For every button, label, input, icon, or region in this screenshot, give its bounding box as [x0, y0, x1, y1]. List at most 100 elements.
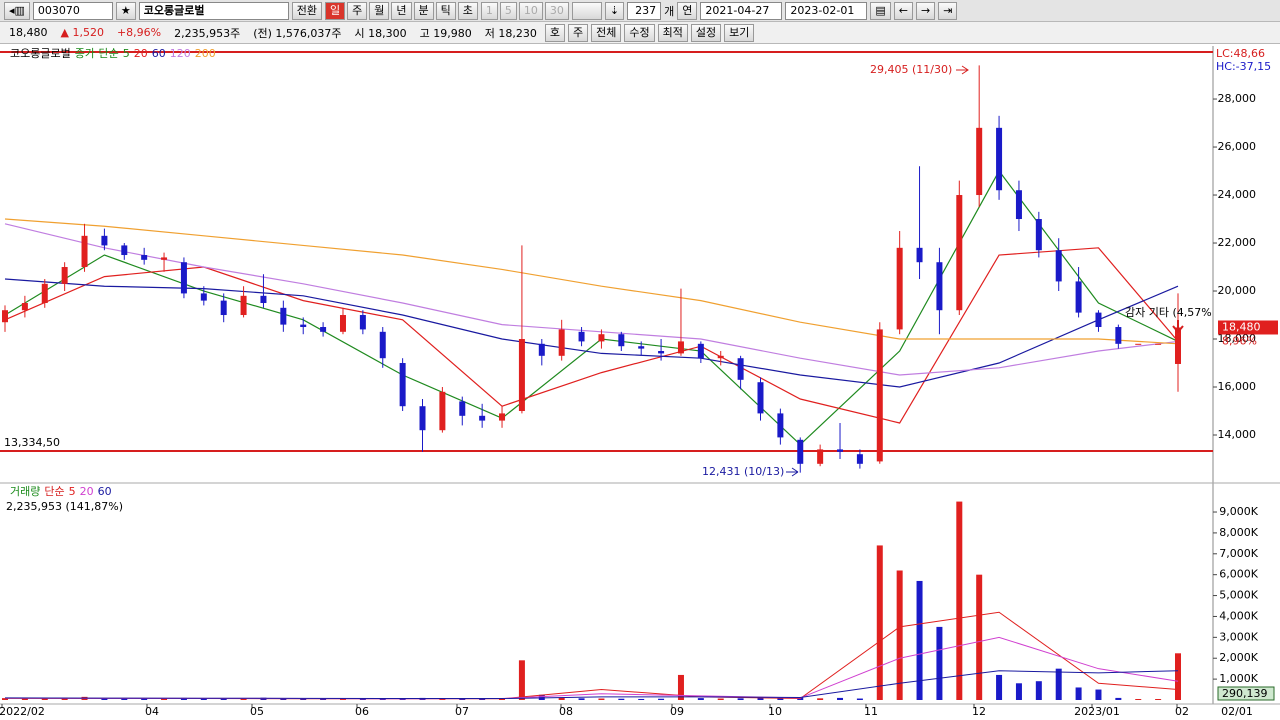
next-button[interactable]: →	[916, 1, 936, 20]
legend-entry: 20	[80, 485, 94, 498]
volume-bar	[320, 698, 327, 700]
volume-bar	[1135, 699, 1142, 700]
candle-body	[121, 245, 128, 256]
low-arrow	[786, 467, 799, 477]
candle-body	[1095, 312, 1102, 328]
y-tick-label: 26,000	[1218, 140, 1257, 153]
tool-button[interactable]: 수정	[624, 23, 655, 42]
y-tick-label: 9,000K	[1219, 505, 1258, 518]
minute-button[interactable]: 30	[544, 1, 569, 20]
last-volume-box	[1217, 686, 1275, 701]
prev-button[interactable]: ←	[893, 1, 914, 20]
tool-button[interactable]: 전체	[591, 23, 622, 42]
volume-bar	[876, 545, 883, 700]
candle-body	[101, 235, 108, 246]
year-button[interactable]: 연	[677, 1, 698, 20]
candle-body	[1075, 281, 1082, 313]
tool-button[interactable]: 설정	[690, 23, 722, 42]
favorite-button[interactable]: ★	[115, 1, 136, 20]
minute-button[interactable]: 1	[480, 1, 498, 20]
candle-body	[459, 401, 466, 416]
tool-button[interactable]: 호	[544, 23, 565, 42]
y-tick-label: 28,000	[1218, 92, 1257, 105]
candle-body	[81, 235, 88, 268]
candle-body	[2, 310, 8, 323]
low: 저 18,230	[484, 26, 537, 40]
volume-bar	[459, 698, 466, 700]
stock-name: 코오롱글로벌	[138, 1, 289, 20]
candle-body	[638, 346, 645, 349]
candle-body	[677, 341, 684, 354]
period-button[interactable]: 분	[413, 1, 434, 20]
candle-body	[837, 449, 844, 452]
volume-bar	[1055, 668, 1062, 700]
period-button[interactable]: 월	[369, 1, 390, 20]
y-tick-label: 4,000K	[1219, 609, 1258, 622]
legend-entry: 200	[195, 47, 216, 60]
tool-button[interactable]: 보기	[724, 23, 755, 42]
volume-bar	[717, 698, 724, 700]
candle-body	[1015, 190, 1022, 220]
end-button[interactable]: ⇥	[938, 1, 958, 20]
period-button[interactable]: 주	[347, 1, 368, 20]
volume-bar	[161, 698, 168, 700]
tool-button[interactable]: 주	[568, 23, 589, 42]
candle-body	[240, 295, 247, 316]
legend-entry: 5	[123, 47, 130, 60]
period-button[interactable]: 초	[457, 1, 478, 20]
volume-bar	[518, 660, 525, 700]
save-button[interactable]: ▤	[870, 1, 891, 20]
period-button[interactable]: 년	[391, 1, 412, 20]
volume-bar	[300, 698, 307, 700]
menu-button[interactable]: ◂▥	[4, 1, 30, 20]
period-button[interactable]: 틱	[435, 1, 456, 20]
minute-button[interactable]: 5	[499, 1, 517, 20]
start-date[interactable]: 2021-04-27	[700, 1, 783, 20]
count-input[interactable]: 237	[627, 1, 662, 20]
candle-body	[200, 293, 207, 301]
volume-bar	[21, 698, 28, 700]
volume: 2,235,953주	[174, 26, 241, 40]
legend-entry: 5	[69, 485, 76, 498]
last-price-label: 18,480	[1222, 320, 1261, 333]
candle-body	[359, 315, 366, 330]
rate: +8,96%	[116, 26, 162, 39]
volume-bar	[996, 674, 1003, 700]
volume-bar	[618, 698, 625, 700]
volume-bar	[141, 698, 148, 700]
x-tick-label: 2023/01	[1074, 705, 1120, 718]
x-tick-label: 02	[1175, 705, 1189, 718]
period-button[interactable]: 일	[325, 1, 346, 20]
volume-bar	[817, 698, 824, 700]
high-arrow	[956, 65, 969, 75]
y-tick-label: 1,000K	[1219, 672, 1258, 685]
volume-bar	[339, 698, 346, 700]
candle-body	[300, 324, 307, 328]
volume-bar	[1015, 683, 1022, 700]
legend-entry: 60	[98, 485, 112, 498]
end-date[interactable]: 2023-02-01	[785, 1, 868, 20]
tool-button[interactable]: 최적	[657, 23, 688, 42]
count-unit: 개	[664, 4, 675, 18]
ma-line	[4, 670, 1179, 700]
candle-body	[399, 363, 406, 407]
volume-bar	[856, 698, 863, 700]
convert-button[interactable]: 전환	[291, 1, 323, 20]
minute-button[interactable]: 10	[518, 1, 543, 20]
x-tick-label: 05	[250, 705, 264, 718]
volume-bar	[479, 698, 486, 700]
x-tick-label: 08	[559, 705, 573, 718]
code-input[interactable]: 003070	[32, 1, 113, 20]
y-tick-label: 16,000	[1218, 380, 1257, 393]
candle-body	[598, 334, 605, 342]
down-button[interactable]: ⇣	[604, 1, 625, 20]
candle-body	[220, 300, 227, 316]
candle-body	[856, 454, 863, 464]
candle-body	[976, 127, 983, 196]
y-tick-label: 14,000	[1218, 428, 1257, 441]
candle-body	[479, 415, 486, 421]
volume-bar	[578, 698, 585, 700]
minute-input[interactable]	[571, 1, 602, 20]
candle-body	[737, 358, 744, 380]
